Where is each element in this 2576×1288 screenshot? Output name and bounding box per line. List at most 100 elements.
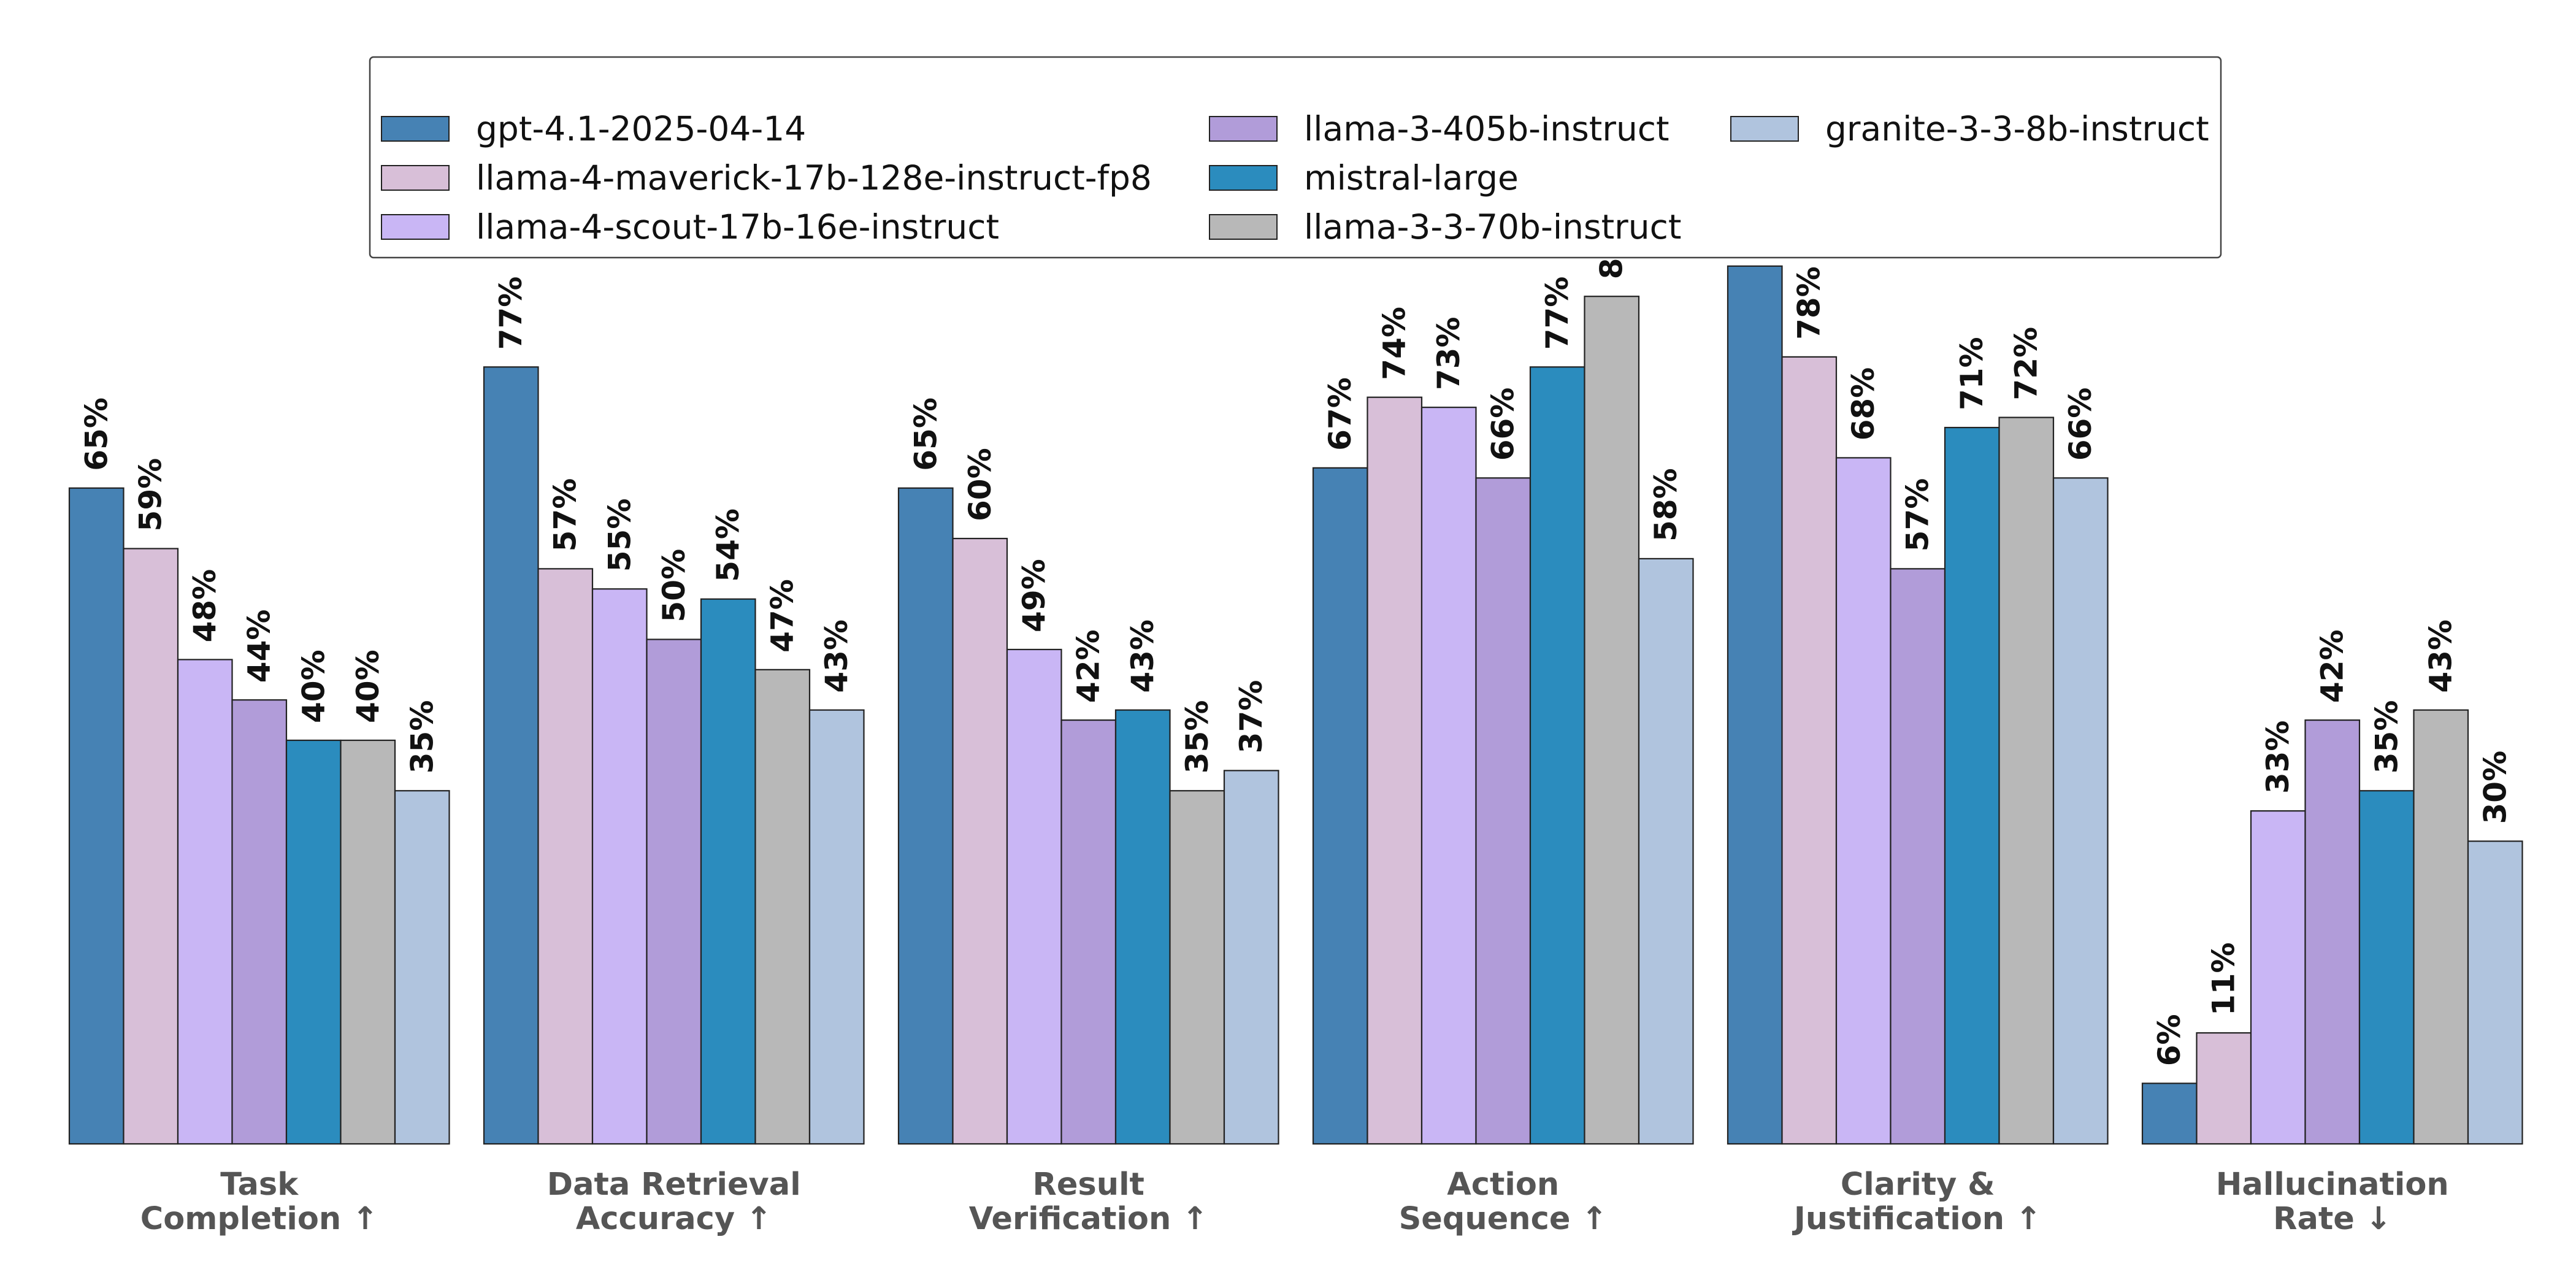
bar-3-2 [952, 537, 1008, 1145]
value-label-5-3: 68% [1846, 367, 1881, 441]
bar-2-6 [754, 669, 811, 1145]
bar-1-3 [177, 659, 233, 1145]
value-label-2-1: 77% [493, 277, 529, 350]
bar-1-2 [123, 548, 179, 1145]
bar-6-6 [2413, 709, 2469, 1145]
bar-5-6 [1998, 416, 2055, 1145]
value-label-1-5: 40% [296, 650, 331, 723]
bar-1-7 [394, 790, 450, 1145]
category-label-4: Action Sequence ↑ [1399, 1167, 1608, 1237]
bar-1-1 [68, 487, 125, 1145]
bar-2-5 [700, 598, 756, 1145]
bar-6-7 [2467, 840, 2523, 1145]
bars-layer [68, 265, 2523, 1145]
bar-4-2 [1367, 396, 1423, 1145]
legend-label-6: llama-3-3-70b-instruct [1304, 207, 1681, 247]
bar-4-6 [1584, 296, 1640, 1145]
value-label-6-6: 43% [2423, 619, 2459, 693]
legend-swatch-4 [1209, 116, 1278, 142]
legend-swatch-6 [1209, 214, 1278, 240]
value-label-4-5: 77% [1539, 277, 1575, 350]
bar-3-1 [897, 487, 954, 1145]
legend-swatch-5 [1209, 165, 1278, 191]
value-label-3-4: 42% [1071, 629, 1106, 703]
bar-1-4 [231, 699, 288, 1145]
legend-label-2: llama-4-maverick-17b-128e-instruct-fp8 [476, 158, 1152, 197]
value-label-4-7: 58% [1648, 468, 1684, 542]
value-label-1-2: 59% [133, 458, 169, 532]
category-label-1: Task Completion ↑ [140, 1167, 378, 1237]
bar-5-4 [1890, 568, 1946, 1145]
value-label-5-2: 78% [1792, 266, 1827, 340]
value-label-3-7: 37% [1233, 680, 1269, 754]
value-label-2-2: 57% [548, 478, 583, 552]
bar-3-6 [1169, 790, 1225, 1145]
bar-3-5 [1114, 709, 1171, 1145]
value-label-6-4: 42% [2315, 629, 2350, 703]
category-labels-layer: Task Completion ↑ Data Retrieval Accuracy ↑… [140, 1167, 2449, 1237]
bar-2-1 [483, 366, 539, 1145]
legend-label-5: mistral-large [1304, 158, 1519, 197]
bar-5-1 [1727, 265, 1783, 1145]
category-label-6: Hallucination Rate ↓ [2216, 1167, 2449, 1237]
legend-swatch-3 [381, 214, 450, 240]
value-label-4-2: 74% [1377, 307, 1413, 380]
bar-3-3 [1006, 648, 1062, 1145]
value-label-6-1: 6% [2152, 1014, 2187, 1066]
legend-swatch-2 [381, 165, 450, 191]
bar-1-5 [285, 739, 342, 1145]
bar-5-5 [1944, 426, 2000, 1145]
bar-1-6 [340, 739, 396, 1145]
legend-frame [369, 56, 2222, 259]
value-label-1-6: 40% [350, 650, 386, 723]
value-label-2-4: 50% [656, 549, 692, 623]
value-label-2-6: 47% [765, 579, 800, 653]
bar-4-4 [1475, 477, 1531, 1145]
bar-5-2 [1781, 356, 1838, 1145]
bar-4-3 [1420, 407, 1477, 1145]
value-label-1-1: 65% [79, 397, 114, 471]
bar-4-1 [1312, 467, 1368, 1145]
bar-3-4 [1060, 719, 1117, 1145]
value-label-6-5: 35% [2369, 700, 2404, 774]
legend-label-3: llama-4-scout-17b-16e-instruct [476, 207, 999, 247]
category-label-5: Clarity & Justification ↑ [1792, 1167, 2042, 1237]
value-label-3-6: 35% [1179, 700, 1215, 774]
value-labels-layer: 65% 59% 48% 44% 40% 40% 35% 77% 57% 55% 50% 54% 47% 4… [79, 175, 2513, 1066]
value-label-3-5: 43% [1125, 619, 1160, 693]
value-label-2-3: 55% [602, 499, 637, 572]
legend-label-1: gpt-4.1-2025-04-14 [476, 109, 806, 148]
value-label-2-7: 43% [819, 619, 854, 693]
value-label-4-4: 66% [1485, 388, 1521, 461]
bar-5-7 [2052, 477, 2109, 1145]
bar-2-2 [537, 568, 594, 1145]
value-label-2-5: 54% [710, 508, 746, 582]
value-label-1-7: 35% [404, 700, 440, 774]
legend-swatch-1 [381, 116, 450, 142]
bar-2-3 [591, 588, 648, 1145]
value-label-3-2: 60% [962, 448, 998, 521]
bar-2-7 [808, 709, 865, 1145]
bar-5-3 [1835, 457, 1892, 1145]
value-label-6-7: 30% [2477, 751, 2513, 824]
bar-4-7 [1638, 558, 1694, 1145]
value-label-4-3: 73% [1431, 316, 1466, 390]
category-label-2: Data Retrieval Accuracy ↑ [547, 1167, 801, 1237]
value-label-5-6: 72% [2009, 327, 2044, 401]
bar-2-4 [646, 638, 702, 1145]
value-label-6-3: 33% [2260, 720, 2296, 794]
value-label-3-3: 49% [1016, 559, 1052, 632]
value-label-1-3: 48% [187, 569, 223, 643]
legend-swatch-7 [1730, 116, 1799, 142]
value-label-6-2: 11% [2206, 942, 2242, 1016]
category-label-3: Result Verification ↑ [969, 1167, 1208, 1237]
value-label-4-1: 67% [1322, 377, 1358, 451]
bar-6-1 [2141, 1083, 2198, 1145]
bar-6-2 [2196, 1032, 2252, 1145]
value-label-5-4: 57% [1900, 478, 1936, 552]
value-label-5-5: 71% [1954, 337, 1990, 410]
value-label-1-4: 44% [242, 610, 277, 683]
value-label-5-7: 66% [2063, 388, 2098, 461]
bar-6-5 [2358, 790, 2415, 1145]
